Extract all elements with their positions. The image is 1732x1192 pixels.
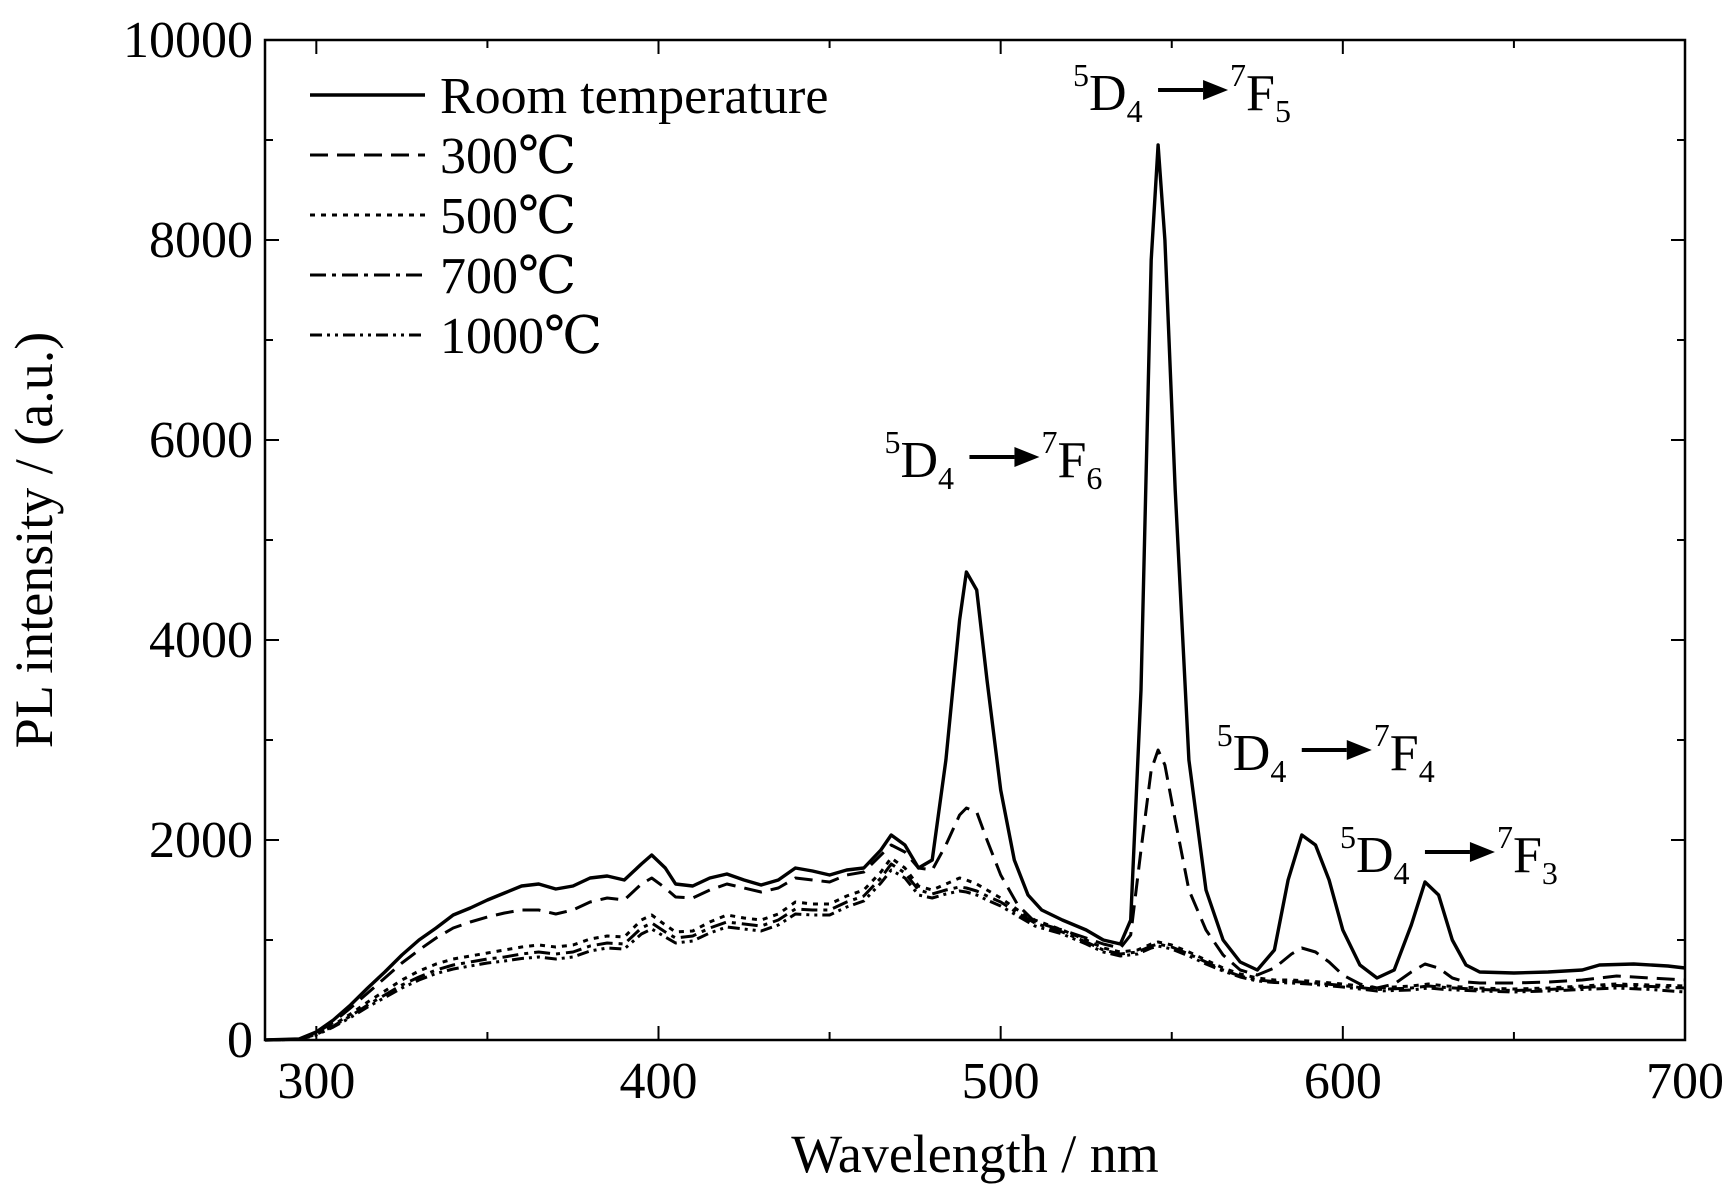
x-tick-label: 300 [277, 1053, 355, 1110]
annotation-part: 5 [1340, 819, 1356, 855]
annotation-part: 6 [1086, 460, 1102, 496]
legend-label-part: ℃ [518, 188, 576, 245]
annotation-a4: 5D4 7F3 [1340, 819, 1558, 891]
legend-label-part: Room temperature [440, 68, 828, 125]
annotation-part: 4 [1419, 753, 1435, 789]
annotation-part: F [1057, 432, 1086, 489]
annotation-part: 5 [1275, 93, 1291, 129]
series-line-3 [264, 862, 1686, 1042]
legend-label-part: 700 [440, 248, 518, 305]
annotation-initial-state: 5D4 [1073, 57, 1143, 129]
annotation-arrow-head [1014, 447, 1040, 467]
legend-label-part: 500 [440, 188, 518, 245]
annotation-a1: 5D4 7F6 [884, 424, 1102, 496]
annotation-part: 3 [1542, 855, 1558, 891]
annotation-part: 7 [1374, 717, 1390, 753]
annotation-part: 5 [1073, 57, 1089, 93]
annotation-initial-state: 5D4 [1217, 717, 1287, 789]
x-axis-title: Wavelength / nm [791, 1124, 1159, 1184]
annotation-part: F [1513, 827, 1542, 884]
y-tick-label: 0 [227, 1012, 253, 1069]
legend-label-4: 1000℃ [440, 308, 602, 365]
annotation-part: 7 [1041, 424, 1057, 460]
annotation-initial-state: 5D4 [1340, 819, 1410, 891]
x-tick-label: 700 [1646, 1053, 1724, 1110]
annotation-part: D [1233, 725, 1271, 782]
y-tick-label: 8000 [149, 212, 253, 269]
annotation-arrow-head [1203, 80, 1229, 100]
annotation-part: F [1246, 65, 1275, 122]
legend-label-part: 1000 [440, 308, 544, 365]
y-tick-label: 2000 [149, 812, 253, 869]
axes: 300 400 500 600 700 0 2000 4000 6000 8000 10000 [123, 12, 1724, 1110]
legend-label-part: ℃ [544, 308, 602, 365]
legend-label-2: 500℃ [440, 188, 576, 245]
annotation-part: 5 [1217, 717, 1233, 753]
y-tick-label: 6000 [149, 412, 253, 469]
annotation-part: 4 [1270, 753, 1286, 789]
series-line-0 [264, 143, 1686, 1042]
x-tick-label: 600 [1304, 1053, 1382, 1110]
annotation-part: D [900, 432, 938, 489]
y-axis-title: PL intensity / (a.u.) [4, 332, 64, 748]
annotation-part: 4 [1127, 93, 1143, 129]
annotation-part: 7 [1497, 819, 1513, 855]
annotation-part: D [1089, 65, 1127, 122]
annotation-part: 4 [1394, 855, 1410, 891]
legend-label-1: 300℃ [440, 128, 576, 185]
annotation-final-state: 7F4 [1374, 717, 1435, 789]
annotation-part: 4 [938, 460, 954, 496]
legend-label-part: 300 [440, 128, 518, 185]
x-tick-label: 500 [962, 1053, 1040, 1110]
legend-label-part: ℃ [518, 128, 576, 185]
annotation-part: F [1390, 725, 1419, 782]
series-layer [264, 143, 1686, 1042]
annotation-final-state: 7F3 [1497, 819, 1558, 891]
x-tick-label: 400 [619, 1053, 697, 1110]
annotation-part: 5 [884, 424, 900, 460]
annotation-part: D [1356, 827, 1394, 884]
annotation-final-state: 7F6 [1041, 424, 1102, 496]
annotation-final-state: 7F5 [1230, 57, 1291, 129]
annotation-part: 7 [1230, 57, 1246, 93]
annotation-initial-state: 5D4 [884, 424, 954, 496]
annotation-arrow-head [1346, 740, 1372, 760]
series-line-2 [264, 856, 1686, 1042]
legend-label-3: 700℃ [440, 248, 576, 305]
legend-label-part: ℃ [518, 248, 576, 305]
annotation-arrow-head [1469, 842, 1495, 862]
series-line-1 [264, 748, 1686, 1042]
series-line-4 [264, 868, 1686, 1042]
y-tick-label: 4000 [149, 612, 253, 669]
legend-label-0: Room temperature [440, 68, 828, 125]
y-tick-label: 10000 [123, 12, 253, 69]
